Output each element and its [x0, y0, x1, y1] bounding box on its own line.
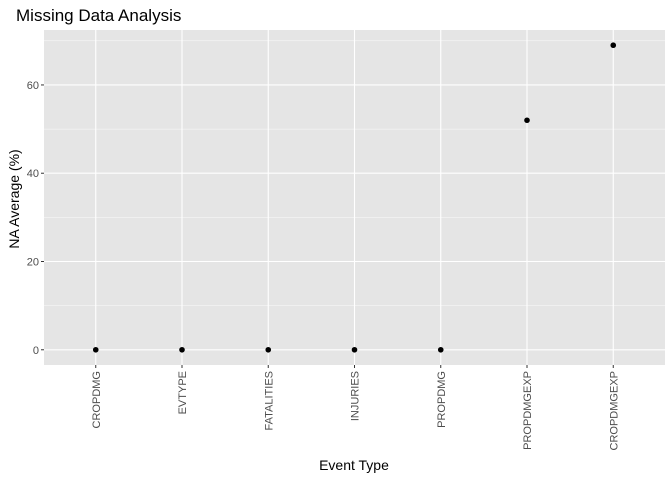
x-tick-label: PROPDMGEXP	[522, 371, 534, 450]
x-tick-label: INJURIES	[350, 371, 362, 421]
x-axis-title: Event Type	[319, 457, 389, 473]
chart-title: Missing Data Analysis	[16, 6, 181, 25]
x-tick-label: PROPDMG	[436, 371, 448, 428]
data-point	[92, 346, 99, 353]
x-tick-label: EVTYPE	[177, 371, 189, 414]
major-gridlines	[44, 30, 665, 365]
y-tick-label: 60	[27, 80, 39, 92]
y-axis: 0 20 40 60	[27, 80, 44, 357]
data-point	[437, 346, 444, 353]
y-axis-title: NA Average (%)	[6, 149, 22, 248]
data-point	[610, 42, 617, 49]
x-axis: CROPDMG EVTYPE FATALITIES INJURIES PROPDMG PR…	[91, 365, 620, 450]
y-tick-label: 20	[27, 256, 39, 268]
data-points	[92, 42, 617, 353]
data-point	[524, 117, 530, 124]
data-point	[351, 346, 358, 353]
y-tick-label: 0	[33, 345, 39, 357]
x-tick-label: CROPDMG	[91, 371, 103, 428]
data-point	[179, 346, 185, 353]
x-tick-label: CROPDMGEXP	[608, 371, 620, 450]
y-tick-label: 40	[27, 168, 39, 180]
x-tick-label: FATALITIES	[263, 371, 275, 431]
data-point	[265, 346, 272, 353]
